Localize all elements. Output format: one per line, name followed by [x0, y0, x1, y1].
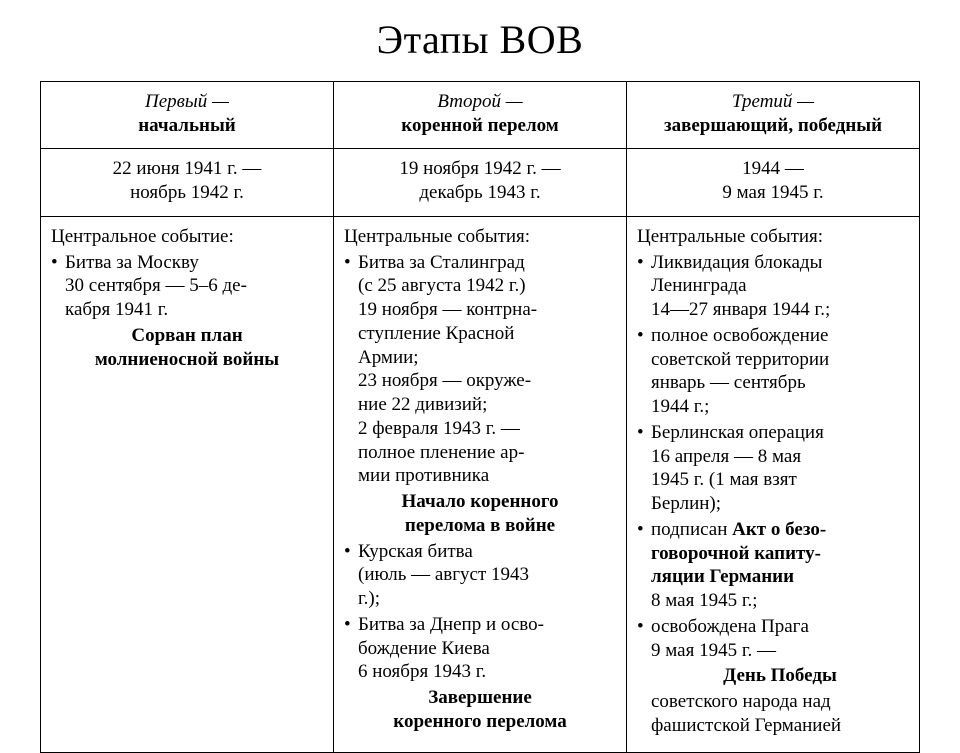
c3b5l5: фашистской Германией — [651, 715, 841, 736]
col3-dates-l2: 9 мая 1945 г. — [722, 182, 823, 203]
c3b5l2: 9 мая 1945 г. — — [651, 640, 776, 661]
col2-bullet1: Битва за Сталинград (с 25 августа 1942 г… — [344, 251, 616, 489]
c2b1l7: ние 22 дивизий; — [358, 394, 487, 415]
col1-lead: Центральное событие: — [51, 225, 323, 249]
c3b4l4: 8 мая 1945 г.; — [651, 590, 758, 611]
c2b2l2: (июль — август 1943 — [358, 564, 529, 585]
col1-emph-l2: молниеносной войны — [95, 349, 279, 370]
c2b3l2: бождение Киева — [358, 638, 490, 659]
col3-name-bold: завершающий, победный — [664, 115, 882, 136]
col2-dates-l1: 19 ноября 1942 г. — — [399, 158, 560, 179]
col3-dates: 1944 — 9 мая 1945 г. — [627, 148, 920, 216]
col2-name-bold: коренной перелом — [401, 115, 558, 136]
col2-emph1: Начало коренного перелома в войне — [344, 490, 616, 538]
c3b2l3: январь — сентябрь — [651, 372, 806, 393]
c3b4bold2: говорочной капиту- — [651, 543, 821, 564]
page-title: Этапы ВОВ — [40, 16, 920, 63]
col1-dates: 22 июня 1941 г. — ноябрь 1942 г. — [41, 148, 334, 216]
c2b1l9: полное пленение ар- — [358, 442, 524, 463]
c2b3l1: Битва за Днепр и осво- — [358, 614, 544, 635]
col1-emph: Сорван план молниеносной войны — [51, 324, 323, 372]
col1-list: Битва за Москву 30 сентября — 5–6 де- ка… — [51, 251, 323, 322]
col3-body: Центральные события: Ликвидация блокады … — [627, 216, 920, 752]
col1-b1-l1: Битва за Москву — [65, 252, 199, 273]
col2-list: Битва за Сталинград (с 25 августа 1942 г… — [344, 251, 616, 489]
c3b5bold: День Победы — [651, 664, 909, 688]
stages-table: Первый — начальный Второй — коренной пер… — [40, 81, 920, 753]
c3b2l2: советской территории — [651, 349, 829, 370]
c2b1l2: (с 25 августа 1942 г.) — [358, 275, 526, 296]
c3b5l4: советского народа над — [651, 691, 831, 712]
c3b4bold3: ляции Германии — [651, 566, 794, 587]
col1-header: Первый — начальный — [41, 82, 334, 149]
col2-dates: 19 ноября 1942 г. — декабрь 1943 г. — [334, 148, 627, 216]
col1-name-italic: Первый — — [145, 91, 229, 112]
col1-b1-l2: 30 сентября — 5–6 де- — [65, 275, 247, 296]
col2-header: Второй — коренной перелом — [334, 82, 627, 149]
table-body-row: Центральное событие: Битва за Москву 30 … — [41, 216, 920, 752]
c3b1l2: Ленинграда — [651, 275, 747, 296]
col1-emph-l1: Сорван план — [131, 325, 242, 346]
col1-b1-l3: кабря 1941 г. — [65, 299, 168, 320]
c2b1l3: 19 ноября — контрна- — [358, 299, 537, 320]
c2e2l1: Завершение — [428, 687, 532, 708]
c2b1l6: 23 ноября — окруже- — [358, 370, 531, 391]
col2-emph2: Завершение коренного перелома — [344, 686, 616, 734]
col2-dates-l2: декабрь 1943 г. — [419, 182, 540, 203]
col3-list: Ликвидация блокады Ленинграда 14—27 янва… — [637, 251, 909, 738]
c3b2l1: полное освобождение — [651, 325, 828, 346]
col3-header: Третий — завершающий, победный — [627, 82, 920, 149]
c3b4bold1: Акт о безо- — [732, 519, 826, 540]
col3-bullet3: Берлинская операция 16 апреля — 8 мая 19… — [637, 421, 909, 516]
col3-lead: Центральные события: — [637, 225, 909, 249]
page: Этапы ВОВ Первый — начальный Второй — ко… — [0, 0, 960, 720]
col3-bullet1: Ликвидация блокады Ленинграда 14—27 янва… — [637, 251, 909, 322]
col1-dates-l1: 22 июня 1941 г. — — [113, 158, 262, 179]
c3b5l1: освобождена Прага — [651, 616, 809, 637]
c3b3l4: Берлин); — [651, 493, 721, 514]
c2b1l10: мии противника — [358, 465, 489, 486]
table-header-row: Первый — начальный Второй — коренной пер… — [41, 82, 920, 149]
col1-name-bold: начальный — [138, 115, 236, 136]
c3b3l1: Берлинская операция — [651, 422, 824, 443]
c3b1l3: 14—27 января 1944 г.; — [651, 299, 830, 320]
c2b1l4: ступление Красной — [358, 323, 514, 344]
col3-dates-l1: 1944 — — [742, 158, 804, 179]
c3b3l3: 1945 г. (1 мая взят — [651, 469, 797, 490]
c2e2l2: коренного перелома — [393, 711, 567, 732]
c2b1l8: 2 февраля 1943 г. — — [358, 418, 520, 439]
col2-name-italic: Второй — — [437, 91, 522, 112]
c3b4pre: подписан — [651, 519, 732, 540]
c2b2l1: Курская битва — [358, 541, 473, 562]
col2-bullet3: Битва за Днепр и осво- бождение Киева 6 … — [344, 613, 616, 684]
col2-list2: Курская битва (июль — август 1943 г.); Б… — [344, 540, 616, 685]
col3-bullet2: полное освобождение советской территории… — [637, 324, 909, 419]
c2e1l2: перелома в войне — [405, 515, 555, 536]
col3-bullet5: освобождена Прага 9 мая 1945 г. — День П… — [637, 615, 909, 738]
col3-bullet4: подписан Акт о безо- говорочной капиту- … — [637, 518, 909, 613]
c2b1l1: Битва за Сталинград — [358, 252, 525, 273]
c2e1l1: Начало коренного — [401, 491, 558, 512]
col1-bullet1: Битва за Москву 30 сентября — 5–6 де- ка… — [51, 251, 323, 322]
c2b1l5: Армии; — [358, 347, 419, 368]
col1-body: Центральное событие: Битва за Москву 30 … — [41, 216, 334, 752]
col3-name-italic: Третий — — [732, 91, 814, 112]
table-dates-row: 22 июня 1941 г. — ноябрь 1942 г. 19 нояб… — [41, 148, 920, 216]
col2-lead: Центральные события: — [344, 225, 616, 249]
c3b3l2: 16 апреля — 8 мая — [651, 446, 801, 467]
c3b2l4: 1944 г.; — [651, 396, 709, 417]
col2-bullet2: Курская битва (июль — август 1943 г.); — [344, 540, 616, 611]
col1-dates-l2: ноябрь 1942 г. — [130, 182, 244, 203]
c2b2l3: г.); — [358, 588, 380, 609]
c2b3l3: 6 ноября 1943 г. — [358, 661, 486, 682]
col2-body: Центральные события: Битва за Сталинград… — [334, 216, 627, 752]
c3b1l1: Ликвидация блокады — [651, 252, 822, 273]
